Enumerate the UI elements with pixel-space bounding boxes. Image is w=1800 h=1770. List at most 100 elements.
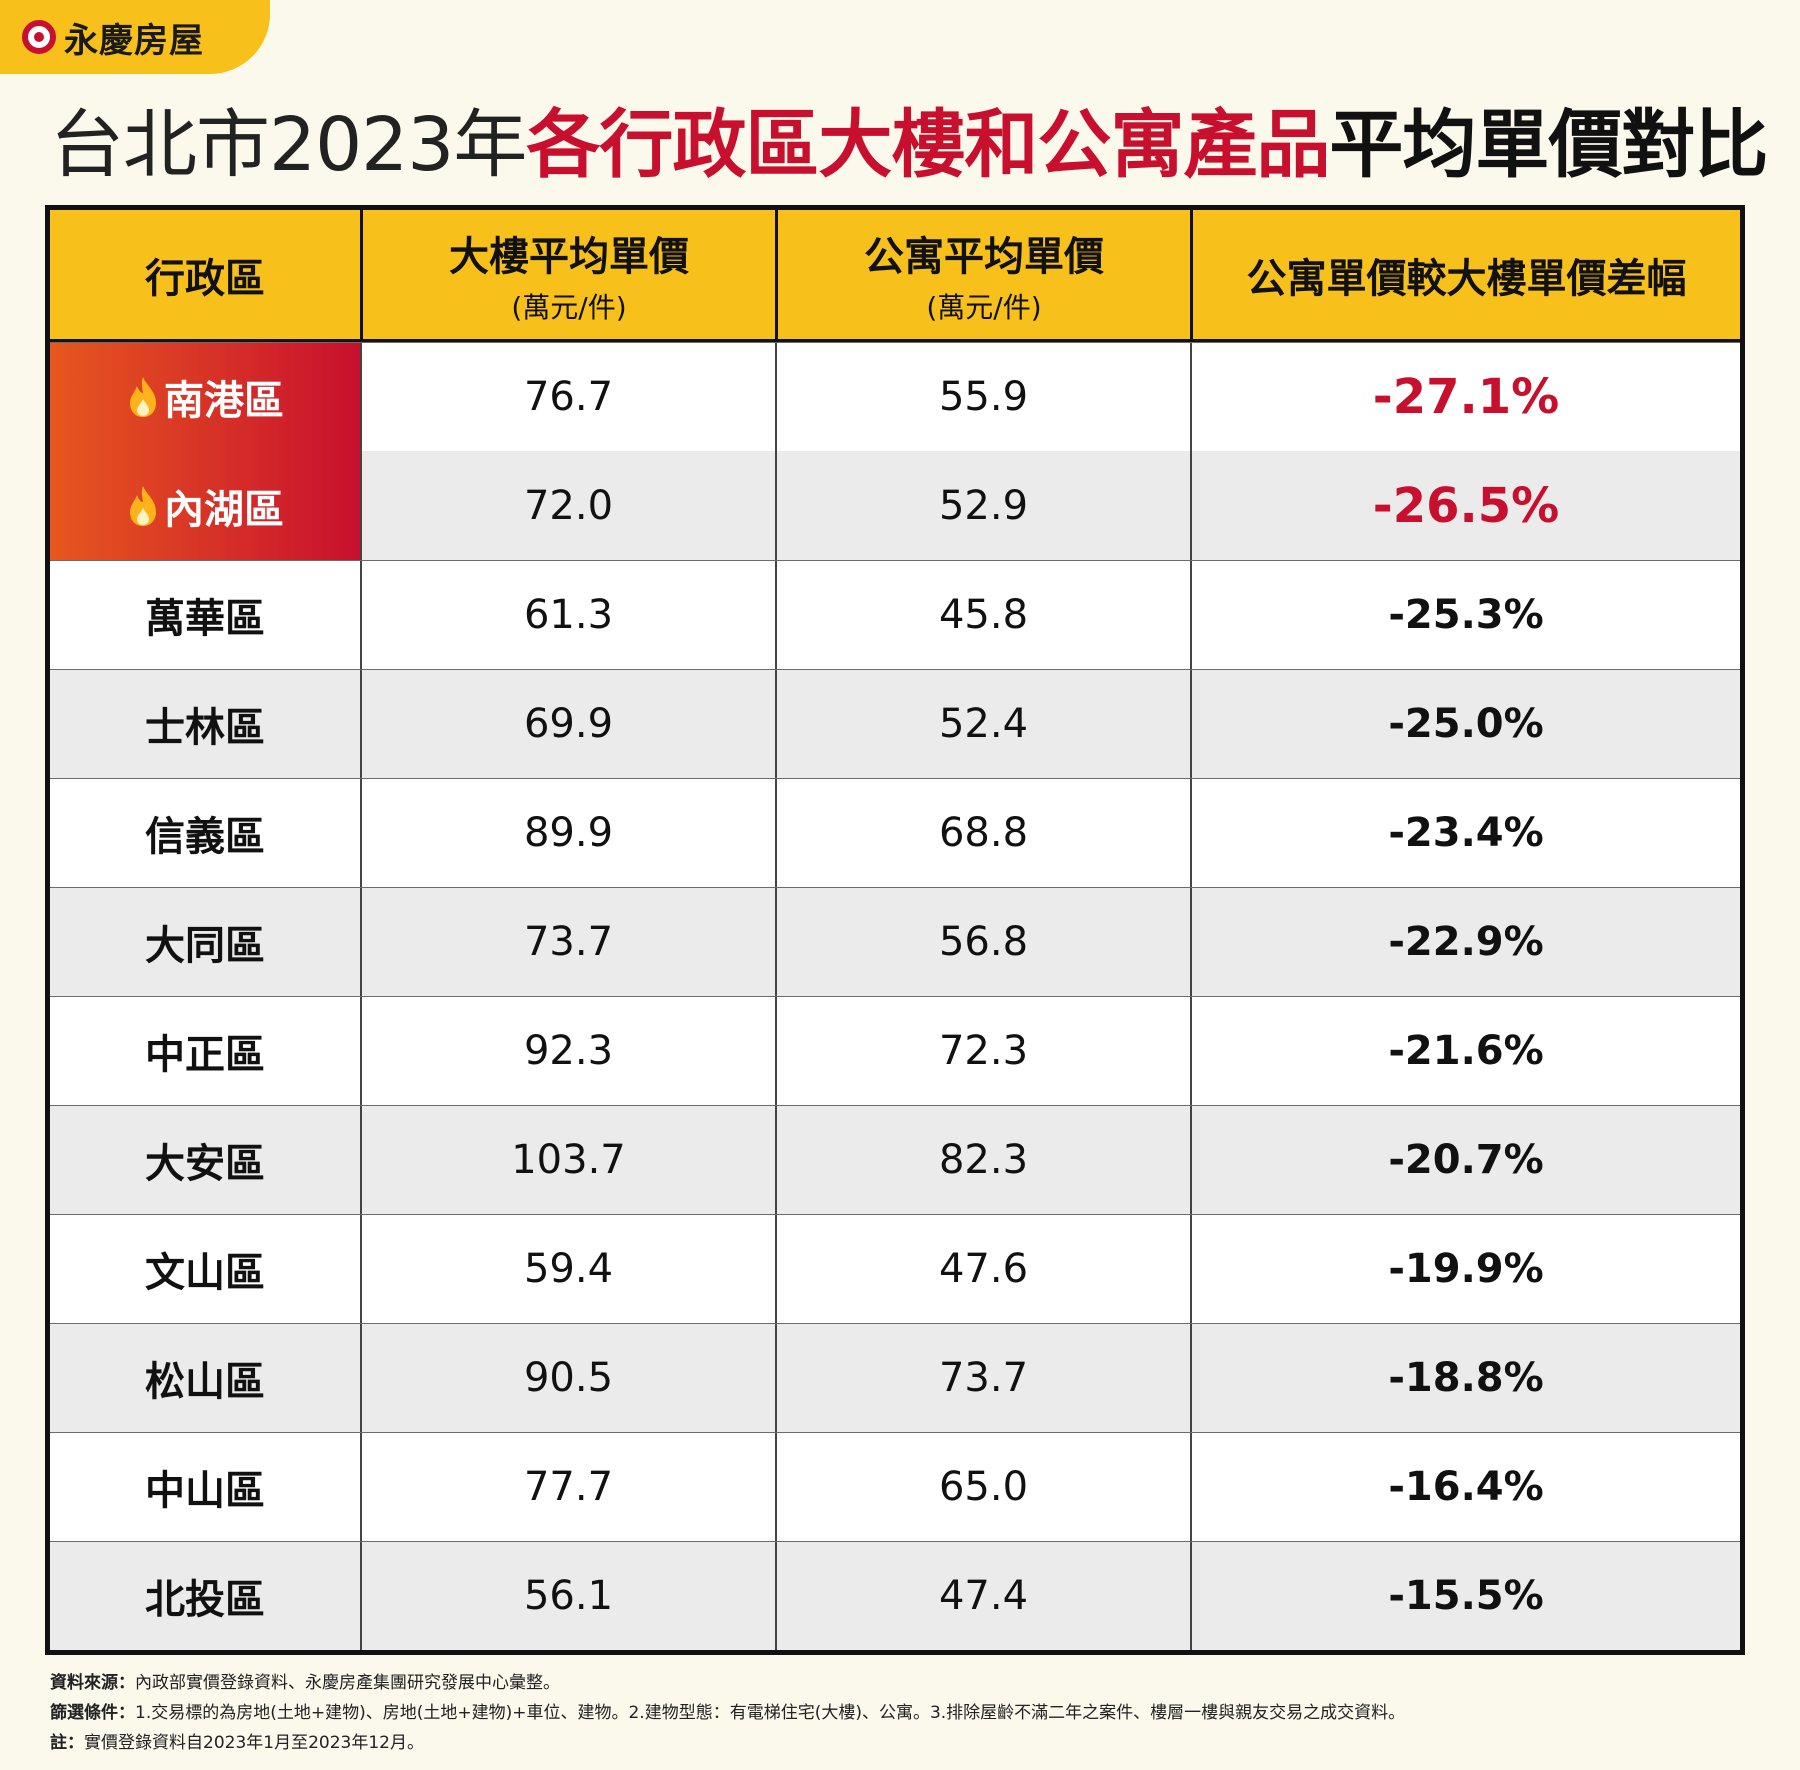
district-name: 松山區 xyxy=(145,1359,265,1405)
note-source-label: 資料來源： xyxy=(50,1673,135,1693)
building-price-cell: 90.5 xyxy=(360,1324,775,1432)
table-row: 內湖區 72.0 52.9 -26.5% xyxy=(50,451,1740,560)
table-row: 中正區 92.3 72.3 -21.6% xyxy=(50,996,1740,1105)
district-cell: 南港區 xyxy=(50,343,360,451)
table-row: 松山區 90.5 73.7 -18.8% xyxy=(50,1323,1740,1432)
note-filter: 篩選條件：1.交易標的為房地(土地+建物)、房地(土地+建物)+車位、建物。2.… xyxy=(50,1698,1770,1728)
apartment-price: 52.4 xyxy=(938,701,1029,747)
apartment-price: 65.0 xyxy=(938,1464,1029,1510)
price-diff: -27.1% xyxy=(1372,369,1560,425)
building-price-cell: 103.7 xyxy=(360,1106,775,1214)
building-price: 89.9 xyxy=(523,810,614,856)
note-remark: 註：實價登錄資料自2023年1月至2023年12月。 xyxy=(50,1728,1770,1758)
building-price: 69.9 xyxy=(523,701,614,747)
building-price-cell: 59.4 xyxy=(360,1215,775,1323)
table-body: 南港區 76.7 55.9 -27.1% 內湖區 72.0 52.9 -26.5% 萬華區 61.… xyxy=(50,342,1740,1650)
note-filter-text: 1.交易標的為房地(土地+建物)、房地(土地+建物)+車位、建物。2.建物型態：… xyxy=(135,1703,1406,1723)
price-table: 行政區 大樓平均單價 (萬元/件) 公寓平均單價 (萬元/件) 公寓單價較大樓單… xyxy=(45,205,1745,1655)
district-name: 萬華區 xyxy=(145,596,265,642)
district-cell: 中山區 xyxy=(50,1433,360,1541)
table-row: 大安區 103.7 82.3 -20.7% xyxy=(50,1105,1740,1214)
price-diff-cell: -25.0% xyxy=(1190,670,1740,778)
table-row: 文山區 59.4 47.6 -19.9% xyxy=(50,1214,1740,1323)
district-cell: 北投區 xyxy=(50,1542,360,1650)
price-diff-cell: -27.1% xyxy=(1190,343,1740,451)
district-name: 中正區 xyxy=(145,1032,265,1078)
price-diff: -19.9% xyxy=(1388,1246,1544,1292)
title-part-3: 平均單價對比 xyxy=(1329,102,1768,188)
district-cell: 松山區 xyxy=(50,1324,360,1432)
price-diff-cell: -21.6% xyxy=(1190,997,1740,1105)
apartment-price-cell: 65.0 xyxy=(775,1433,1190,1541)
price-diff-cell: -19.9% xyxy=(1190,1215,1740,1323)
building-price: 77.7 xyxy=(523,1464,614,1510)
apartment-price-cell: 52.9 xyxy=(775,451,1190,560)
apartment-price: 55.9 xyxy=(938,374,1029,420)
title-part-2: 各行政區大樓和公寓產品 xyxy=(526,102,1330,188)
footnotes: 資料來源：內政部實價登錄資料、永慶房產集團研究發展中心彙整。 篩選條件：1.交易… xyxy=(50,1668,1770,1758)
price-diff: -20.7% xyxy=(1388,1137,1544,1183)
building-price-cell: 61.3 xyxy=(360,561,775,669)
table-row: 北投區 56.1 47.4 -15.5% xyxy=(50,1541,1740,1650)
apartment-price: 82.3 xyxy=(938,1137,1029,1183)
district-name: 大安區 xyxy=(145,1141,265,1187)
table-row: 大同區 73.7 56.8 -22.9% xyxy=(50,887,1740,996)
apartment-price-cell: 73.7 xyxy=(775,1324,1190,1432)
district-cell: 士林區 xyxy=(50,670,360,778)
title-part-1: 台北市2023年 xyxy=(50,102,527,188)
district-cell: 內湖區 xyxy=(50,451,360,560)
building-price-cell: 76.7 xyxy=(360,343,775,451)
price-diff-cell: -23.4% xyxy=(1190,779,1740,887)
apartment-price-cell: 47.6 xyxy=(775,1215,1190,1323)
table-row: 萬華區 61.3 45.8 -25.3% xyxy=(50,560,1740,669)
price-diff: -15.5% xyxy=(1388,1573,1544,1619)
apartment-price: 47.4 xyxy=(938,1573,1029,1619)
table-header-row: 行政區 大樓平均單價 (萬元/件) 公寓平均單價 (萬元/件) 公寓單價較大樓單… xyxy=(50,210,1740,342)
building-price: 103.7 xyxy=(511,1137,626,1183)
apartment-price: 73.7 xyxy=(938,1355,1029,1401)
price-diff: -25.3% xyxy=(1388,592,1544,638)
apartment-price: 72.3 xyxy=(938,1028,1029,1074)
header-diff: 公寓單價較大樓單價差幅 xyxy=(1190,210,1740,339)
district-cell: 信義區 xyxy=(50,779,360,887)
header-apartment-unit: (萬元/件) xyxy=(926,290,1042,324)
note-filter-label: 篩選條件： xyxy=(50,1703,135,1723)
apartment-price-cell: 56.8 xyxy=(775,888,1190,996)
district-cell: 萬華區 xyxy=(50,561,360,669)
apartment-price-cell: 47.4 xyxy=(775,1542,1190,1650)
price-diff: -18.8% xyxy=(1388,1355,1544,1401)
header-apartment-label: 公寓平均單價 xyxy=(864,233,1104,280)
district-name: 文山區 xyxy=(145,1250,265,1296)
price-diff-cell: -25.3% xyxy=(1190,561,1740,669)
building-price: 76.7 xyxy=(523,374,614,420)
price-diff: -25.0% xyxy=(1388,701,1544,747)
apartment-price-cell: 82.3 xyxy=(775,1106,1190,1214)
building-price-cell: 73.7 xyxy=(360,888,775,996)
building-price-cell: 89.9 xyxy=(360,779,775,887)
price-diff-cell: -22.9% xyxy=(1190,888,1740,996)
price-diff-cell: -20.7% xyxy=(1190,1106,1740,1214)
building-price: 59.4 xyxy=(523,1246,614,1292)
district-name: 內湖區 xyxy=(164,486,284,533)
fire-icon xyxy=(130,377,156,417)
building-price-cell: 56.1 xyxy=(360,1542,775,1650)
header-district-label: 行政區 xyxy=(145,255,265,302)
building-price-cell: 72.0 xyxy=(360,451,775,560)
header-building-unit: (萬元/件) xyxy=(511,290,627,324)
header-district: 行政區 xyxy=(50,210,360,339)
apartment-price-cell: 52.4 xyxy=(775,670,1190,778)
apartment-price-cell: 68.8 xyxy=(775,779,1190,887)
district-cell: 大安區 xyxy=(50,1106,360,1214)
header-building: 大樓平均單價 (萬元/件) xyxy=(360,210,775,339)
district-name: 北投區 xyxy=(145,1577,265,1623)
building-price: 61.3 xyxy=(523,592,614,638)
district-name: 中山區 xyxy=(145,1468,265,1514)
building-price: 72.0 xyxy=(523,482,614,529)
header-diff-label: 公寓單價較大樓單價差幅 xyxy=(1246,255,1687,302)
apartment-price-cell: 45.8 xyxy=(775,561,1190,669)
brand-tab: 永慶房屋 xyxy=(0,0,270,74)
yongqing-logo-icon xyxy=(22,20,56,54)
page-title: 台北市2023年各行政區大樓和公寓產品平均單價對比 xyxy=(50,95,1770,195)
building-price-cell: 77.7 xyxy=(360,1433,775,1541)
building-price-cell: 69.9 xyxy=(360,670,775,778)
